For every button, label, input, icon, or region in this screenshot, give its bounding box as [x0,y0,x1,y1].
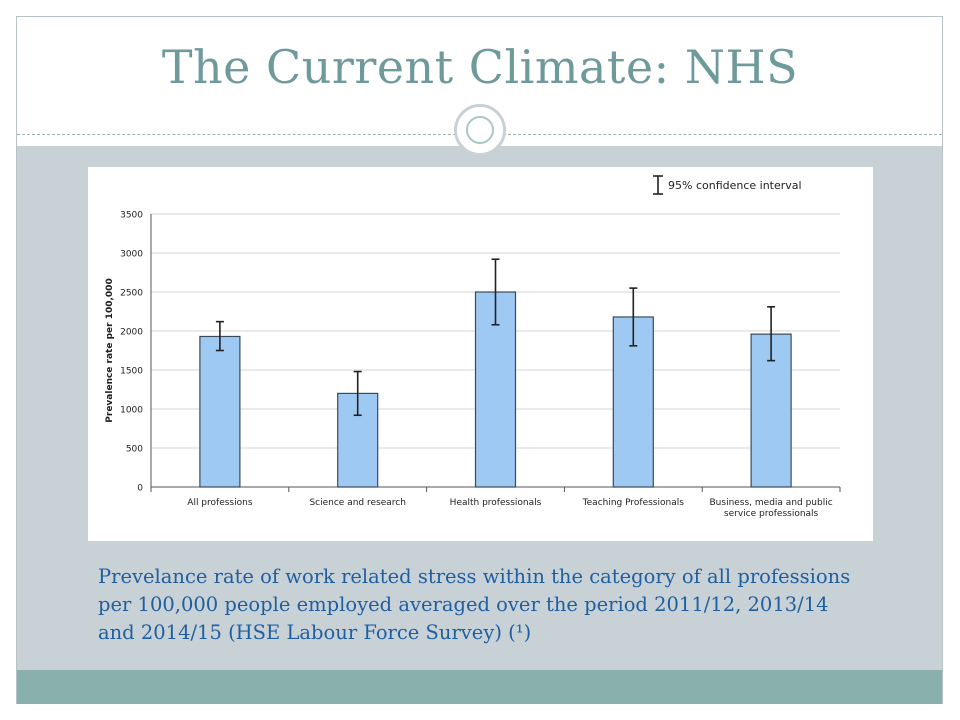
y-tick-label: 1000 [120,406,143,416]
x-category-label: Teaching Professionals [582,498,685,508]
x-category-label: Science and research [309,498,405,508]
footer-bar [17,670,942,704]
y-tick-label: 1500 [120,367,143,377]
y-axis-label: Prevalence rate per 100,000 [105,278,115,422]
chart-caption: Prevelance rate of work related stress w… [98,565,851,644]
y-tick-label: 2500 [120,289,143,299]
legend-label: 95% confidence interval [668,179,802,192]
chart-panel: 0 500 1000 1500 2000 2500 3000 3500 Prevalence r… [88,167,873,541]
bar-chart: 0 500 1000 1500 2000 2500 3000 3500 Prevalence r… [105,175,841,519]
y-tick-label: 0 [137,484,143,494]
slide-title: The Current Climate: NHS [161,40,799,94]
x-category-label: Health professionals [450,498,542,508]
y-tick-label: 3000 [120,250,143,260]
decorative-ring-icon [454,104,506,156]
y-tick-label: 3500 [120,211,143,221]
bar [199,335,241,488]
x-category-label: service professionals [724,509,819,519]
x-category-label: Business, media and public [710,498,833,508]
inner-ring [466,116,494,144]
y-tick-label: 2000 [120,328,143,338]
x-category-label: All professions [187,498,253,508]
y-tick-label: 500 [126,445,143,455]
